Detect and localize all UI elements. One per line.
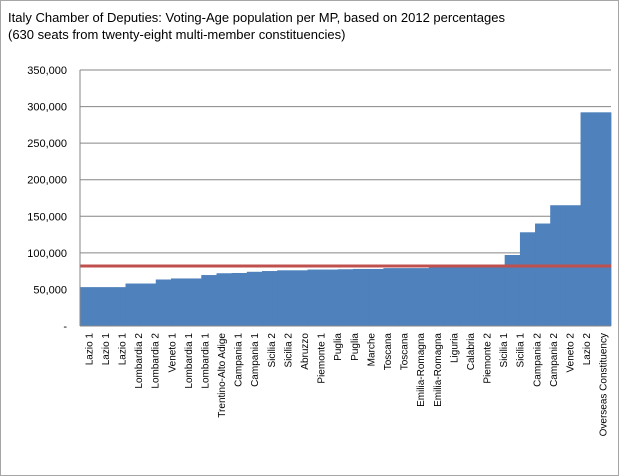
bar (216, 273, 233, 326)
bar (383, 268, 399, 326)
x-tick-label: Overseas Constituency (599, 333, 610, 436)
bar (171, 278, 187, 326)
x-tick-label: Lazio 1 (84, 333, 95, 366)
x-tick-label: Calabria (466, 333, 477, 371)
y-axis-tick-labels: - 50,000 100,000 150,000 200,000 250,000 300,0… (27, 65, 67, 333)
y-tick-label: 300,000 (27, 102, 67, 114)
bar (292, 270, 308, 326)
x-tick-label: Toscana (400, 333, 411, 371)
x-tick-label: Campania 2 (549, 333, 560, 387)
x-tick-label: Liguria (449, 333, 460, 363)
x-tick-label: Campania 2 (532, 333, 543, 387)
x-tick-label: Lazio 1 (101, 333, 112, 366)
bar (504, 255, 521, 326)
x-tick-label: Sicilia 2 (267, 333, 278, 368)
bar (125, 283, 142, 326)
y-tick-label: - (63, 321, 67, 333)
x-tick-label: Trentino-Alto Adige (217, 333, 228, 418)
bar (535, 223, 551, 326)
x-axis-tick-labels: Lazio 1 Lazio 1 Lazio 1 Lombardia 2 Lombardi… (84, 333, 609, 437)
x-tick-label: Emilia-Romagna (433, 333, 444, 407)
x-tick-label: Puglia (333, 333, 344, 361)
y-tick-label: 350,000 (27, 65, 67, 77)
bar (262, 271, 278, 326)
x-tick-label: Sicilia 1 (516, 333, 527, 368)
bar (444, 266, 460, 326)
bar (246, 271, 263, 326)
bar (428, 267, 445, 326)
x-tick-label: Emilia-Romagna (416, 333, 427, 407)
x-tick-label: Campania 1 (250, 333, 261, 387)
bar (231, 272, 248, 326)
bar (186, 278, 202, 326)
x-tick-label: Marche (366, 333, 377, 367)
x-tick-label: Sicilia 2 (283, 333, 294, 368)
x-tick-label: Veneto 1 (167, 333, 178, 373)
x-tick-label: Abruzzo (300, 333, 311, 370)
bar (580, 112, 597, 327)
x-tick-label: Lombardia 2 (134, 333, 145, 389)
bar (277, 270, 293, 326)
bar (368, 268, 384, 326)
y-tick-label: 50,000 (33, 284, 67, 296)
bar (519, 232, 536, 326)
bar (459, 266, 475, 326)
y-tick-label: 150,000 (27, 211, 67, 223)
axes (79, 70, 611, 327)
bar (110, 287, 126, 326)
x-tick-label: Puglia (350, 333, 361, 361)
x-tick-label: Veneto 2 (566, 333, 577, 373)
bar (322, 269, 339, 326)
y-tick-label: 200,000 (27, 175, 67, 187)
bar (489, 266, 506, 326)
bar (595, 112, 612, 327)
bar (95, 287, 111, 326)
chart-title: Italy Chamber of Deputies: Voting-Age po… (8, 10, 505, 25)
x-tick-label: Sicilia 1 (499, 333, 510, 368)
chart-subtitle: (630 seats from twenty-eight multi-membe… (8, 27, 346, 42)
bars (80, 112, 612, 327)
bar (80, 287, 96, 326)
bar (413, 268, 430, 326)
y-tick-label: 250,000 (27, 138, 67, 150)
x-tick-label: Piemonte 2 (483, 333, 494, 384)
x-tick-label: Lazio 2 (582, 333, 593, 366)
x-tick-label: Piemonte 1 (317, 333, 328, 384)
bar (307, 269, 324, 326)
bar (155, 279, 172, 326)
bar (398, 268, 415, 326)
bar (140, 283, 157, 326)
y-tick-label: 100,000 (27, 248, 67, 260)
x-tick-label: Lombardia 1 (184, 333, 195, 389)
bar (337, 269, 354, 326)
bar (474, 266, 491, 326)
x-tick-label: Lazio 1 (117, 333, 128, 366)
chart-title-block: Italy Chamber of Deputies: Voting-Age po… (8, 9, 505, 43)
x-tick-label: Lombardia 2 (151, 333, 162, 389)
bar (353, 268, 369, 326)
bar (201, 275, 217, 326)
x-tick-label: Lombardia 1 (200, 333, 211, 389)
x-tick-label: Campania 1 (234, 333, 245, 387)
x-tick-label: Toscana (383, 333, 394, 371)
